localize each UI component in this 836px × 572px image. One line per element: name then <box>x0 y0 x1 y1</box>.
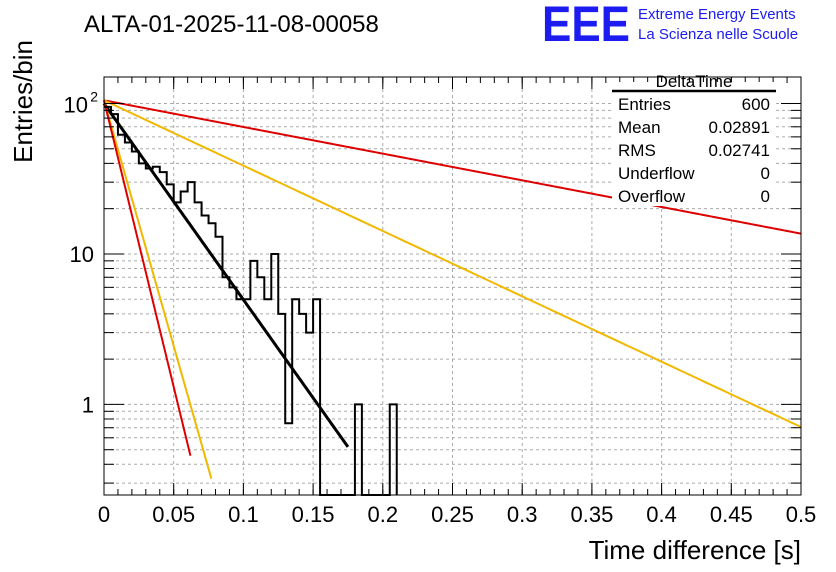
fit-curves <box>102 99 802 479</box>
logo-line-1: Extreme Energy Events <box>638 6 796 23</box>
stats-label-overflow: Overflow <box>618 187 686 206</box>
x-tick-label: 0.4 <box>646 502 677 527</box>
eee-logo: EEE Extreme Energy Events La Scienza nel… <box>542 0 798 52</box>
x-axis-label: Time difference [s] <box>589 535 801 565</box>
stats-label-underflow: Underflow <box>618 164 695 183</box>
x-tick-label: 0.2 <box>368 502 399 527</box>
x-tick-label: 0.25 <box>431 502 474 527</box>
stats-label-rms: RMS <box>618 141 656 160</box>
fit-curve-upper-long <box>103 99 802 235</box>
axis-ticks <box>103 77 802 495</box>
stats-label-entries: Entries <box>618 95 671 114</box>
chart-title: ALTA-01-2025-11-08-00058 <box>84 11 379 38</box>
histogram-bin <box>306 333 313 495</box>
y-axis-label: Entries/bin <box>8 40 38 163</box>
x-tick-label: 0.45 <box>710 502 753 527</box>
histogram-bin <box>285 423 292 495</box>
histogram-bin <box>153 167 160 495</box>
x-tick-label: 0 <box>98 502 110 527</box>
histogram-bin <box>243 299 250 495</box>
x-tick-label: 0.05 <box>152 502 195 527</box>
fit-curve-lower-long <box>103 99 802 428</box>
stats-value-mean: 0.02891 <box>709 118 770 137</box>
stats-value-entries: 600 <box>742 95 770 114</box>
histogram-bin <box>250 261 257 495</box>
histogram-bin <box>146 168 153 495</box>
stats-box-bg <box>612 82 776 206</box>
fit-curve-lower-short <box>103 100 192 456</box>
fit-curve-upper-short <box>103 100 213 479</box>
stats-box: DeltaTime Entries 600 Mean 0.02891 RMS 0.0274… <box>612 72 776 206</box>
logo-line-2: La Scienza nelle Scuole <box>638 26 798 43</box>
y-tick-label: 10 <box>64 92 88 117</box>
x-tick-label: 0.3 <box>507 502 538 527</box>
stats-value-underflow: 0 <box>761 164 770 183</box>
x-tick-label: 0.1 <box>228 502 259 527</box>
histogram-bin <box>216 237 223 495</box>
histogram-bin <box>104 107 111 495</box>
x-tick-label: 0.5 <box>786 502 817 527</box>
y-tick-label: 10 <box>70 242 94 267</box>
histogram-bin <box>236 299 243 495</box>
stats-value-rms: 0.02741 <box>709 141 770 160</box>
histogram-bin <box>257 277 264 495</box>
x-tick-label: 0.15 <box>292 502 335 527</box>
histogram-bin <box>292 299 299 495</box>
y-tick-label-exponent: 2 <box>90 88 98 104</box>
histogram-bin <box>118 135 125 495</box>
histogram-bin <box>222 277 229 495</box>
x-tick-label: 0.35 <box>570 502 613 527</box>
stats-box-title: DeltaTime <box>656 72 733 91</box>
fit-curve-fit <box>102 102 350 448</box>
stats-value-overflow: 0 <box>761 187 770 206</box>
histogram-bin <box>195 202 202 495</box>
logo-mark: EEE <box>542 0 630 52</box>
histogram-bin <box>139 163 146 495</box>
x-tick-labels: 0 0.05 0.1 0.15 0.2 0.25 0.3 0.35 0.4 0.45 0.5 <box>98 502 816 527</box>
y-tick-label: 1 <box>82 392 94 417</box>
histogram-bin <box>271 254 278 495</box>
stats-label-mean: Mean <box>618 118 661 137</box>
